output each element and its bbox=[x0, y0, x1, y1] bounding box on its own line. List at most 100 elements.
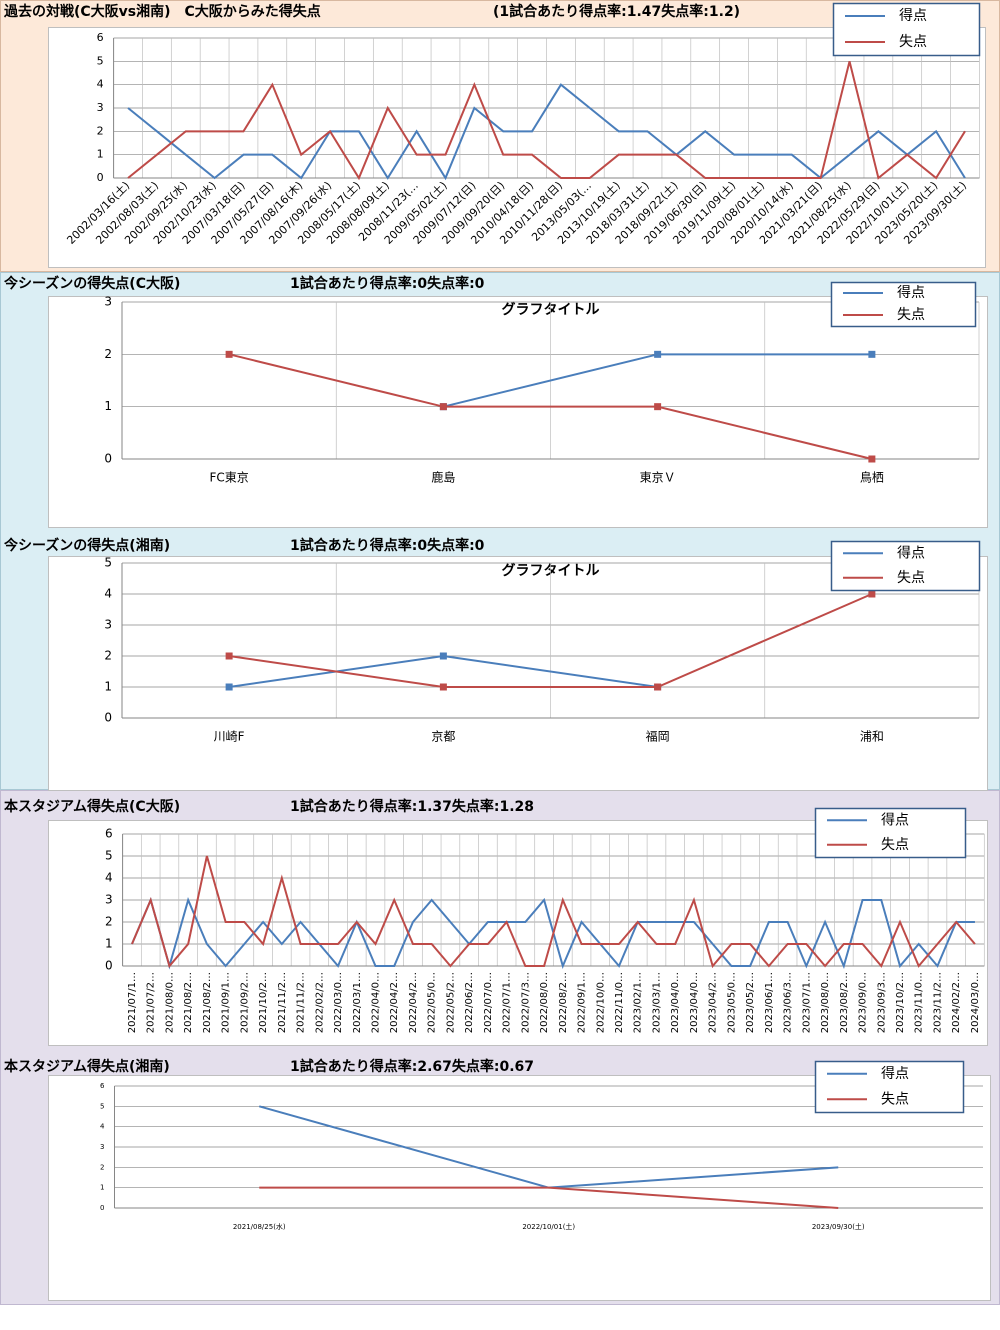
y-tick-label: 3 bbox=[100, 1143, 104, 1151]
x-tick-label: 川崎F bbox=[214, 730, 245, 744]
legend-label: 得点 bbox=[897, 284, 925, 301]
x-tick-label: 2022/11/0… bbox=[614, 972, 625, 1033]
x-tick-label: 2022/04/0… bbox=[370, 972, 381, 1033]
data-point bbox=[225, 350, 233, 358]
data-point bbox=[868, 590, 876, 598]
x-tick-label: 2023/04/2… bbox=[708, 972, 719, 1033]
data-point bbox=[439, 652, 447, 660]
y-tick-label: 2 bbox=[105, 915, 113, 929]
y-tick-label: 2 bbox=[104, 649, 112, 663]
y-tick-label: 4 bbox=[105, 871, 113, 885]
data-point bbox=[439, 403, 447, 411]
y-tick-label: 6 bbox=[100, 1082, 105, 1090]
x-tick-label: 2023/06/1… bbox=[764, 972, 775, 1033]
y-tick-label: 2 bbox=[100, 1163, 104, 1171]
legend-label: 得点 bbox=[897, 544, 925, 561]
y-tick-label: 5 bbox=[105, 849, 113, 863]
series-line bbox=[259, 1186, 839, 1209]
data-point bbox=[225, 652, 233, 660]
x-tick-label: 2021/08/2… bbox=[183, 972, 194, 1033]
x-tick-label: 2023/03/1… bbox=[651, 972, 662, 1033]
series-line bbox=[228, 353, 873, 460]
y-tick-label: 0 bbox=[104, 711, 112, 725]
y-tick-label: 0 bbox=[104, 452, 112, 466]
x-tick-label: 2023/05/0… bbox=[726, 972, 737, 1033]
x-tick-label: 浦和 bbox=[860, 730, 884, 744]
x-tick-label: 鳥栖 bbox=[860, 470, 884, 485]
section-title: 過去の対戦(C大阪vs湘南) C大阪からみた得失点 bbox=[3, 3, 321, 20]
data-point bbox=[439, 683, 447, 691]
x-tick-label: 2021/08/2… bbox=[202, 972, 213, 1033]
x-tick-label: 鹿島 bbox=[431, 470, 455, 485]
x-tick-label: 2022/10/0… bbox=[595, 972, 606, 1033]
y-tick-label: 5 bbox=[104, 556, 112, 570]
x-tick-label: 2023/04/0… bbox=[689, 972, 700, 1033]
x-tick-label: 2022/04/2… bbox=[408, 972, 419, 1033]
x-tick-label: 2022/08/0… bbox=[539, 972, 550, 1033]
y-tick-label: 3 bbox=[104, 295, 112, 309]
x-tick-label: 2021/11/2… bbox=[277, 972, 288, 1033]
legend-label: 得点 bbox=[881, 1065, 909, 1082]
x-tick-label: FC東京 bbox=[209, 471, 248, 485]
y-tick-label: 4 bbox=[97, 78, 104, 91]
x-tick-label: 2021/08/25(水) bbox=[233, 1222, 286, 1231]
y-tick-label: 0 bbox=[97, 171, 104, 184]
y-tick-label: 4 bbox=[100, 1123, 105, 1131]
x-tick-label: 2022/05/2… bbox=[445, 972, 456, 1033]
y-tick-label: 5 bbox=[97, 54, 104, 67]
x-tick-label: 2023/11/0… bbox=[914, 972, 925, 1033]
x-tick-label: 2023/05/2… bbox=[745, 972, 756, 1033]
section-title: 今シーズンの得失点(C大阪) bbox=[3, 275, 180, 292]
legend-label: 得点 bbox=[881, 811, 909, 828]
x-tick-label: 2023/08/2… bbox=[839, 972, 850, 1033]
x-tick-label: 2021/09/2… bbox=[239, 972, 250, 1033]
legend-box bbox=[814, 1060, 965, 1114]
y-tick-label: 2 bbox=[104, 347, 112, 361]
legend-label: 失点 bbox=[881, 1091, 909, 1107]
y-tick-label: 6 bbox=[105, 827, 113, 841]
data-point bbox=[225, 683, 233, 691]
x-tick-label: 2021/09/1… bbox=[221, 972, 232, 1033]
x-tick-label: 2023/06/3… bbox=[783, 972, 794, 1033]
series-line bbox=[131, 855, 976, 969]
section-title: 今シーズンの得失点(湘南) bbox=[3, 537, 170, 554]
y-tick-label: 2 bbox=[97, 124, 104, 137]
x-tick-label: 2023/10/2… bbox=[895, 972, 906, 1033]
x-tick-label: 2023/07/1… bbox=[801, 972, 812, 1033]
x-tick-label: 2023/04/0… bbox=[670, 972, 681, 1033]
series-line bbox=[127, 83, 966, 181]
section-subtitle: (1試合あたり得点率:1.47失点率:1.2) bbox=[493, 3, 740, 20]
x-tick-label: 2023/02/1… bbox=[633, 972, 644, 1033]
x-tick-label: 2022/02/2… bbox=[314, 972, 325, 1033]
x-tick-label: 福岡 bbox=[646, 729, 670, 744]
y-tick-label: 6 bbox=[97, 31, 104, 44]
x-tick-label: 2023/09/30(土) bbox=[812, 1222, 865, 1231]
x-tick-label: 2022/07/3… bbox=[520, 972, 531, 1033]
y-tick-label: 3 bbox=[104, 618, 112, 632]
x-tick-label: 2022/05/0… bbox=[427, 972, 438, 1033]
x-tick-label: 2022/08/2… bbox=[558, 972, 569, 1033]
chart-area bbox=[48, 556, 988, 791]
y-tick-label: 0 bbox=[100, 1204, 104, 1212]
x-tick-label: 2021/10/2… bbox=[258, 972, 269, 1033]
y-tick-label: 3 bbox=[105, 893, 113, 907]
chart-area bbox=[48, 27, 986, 268]
section-title: 本スタジアム得失点(湘南) bbox=[4, 1058, 170, 1075]
x-tick-label: 2024/02/2… bbox=[951, 972, 962, 1033]
x-tick-label: 2021/07/1… bbox=[127, 972, 138, 1033]
series-line bbox=[127, 61, 966, 181]
y-tick-label: 1 bbox=[97, 148, 104, 161]
x-tick-label: 2021/07/2… bbox=[146, 972, 157, 1033]
y-tick-label: 1 bbox=[100, 1184, 104, 1192]
x-tick-label: 2022/07/0… bbox=[483, 972, 494, 1033]
x-tick-label: 2023/09/0… bbox=[858, 972, 869, 1033]
legend-box bbox=[830, 540, 981, 592]
y-tick-label: 1 bbox=[104, 680, 112, 694]
x-tick-label: 京都 bbox=[431, 730, 455, 744]
legend-label: 失点 bbox=[899, 34, 927, 50]
data-point bbox=[654, 403, 662, 411]
series-line bbox=[228, 593, 873, 688]
legend-box bbox=[830, 281, 977, 328]
data-point bbox=[654, 683, 662, 691]
y-tick-label: 3 bbox=[97, 101, 104, 114]
